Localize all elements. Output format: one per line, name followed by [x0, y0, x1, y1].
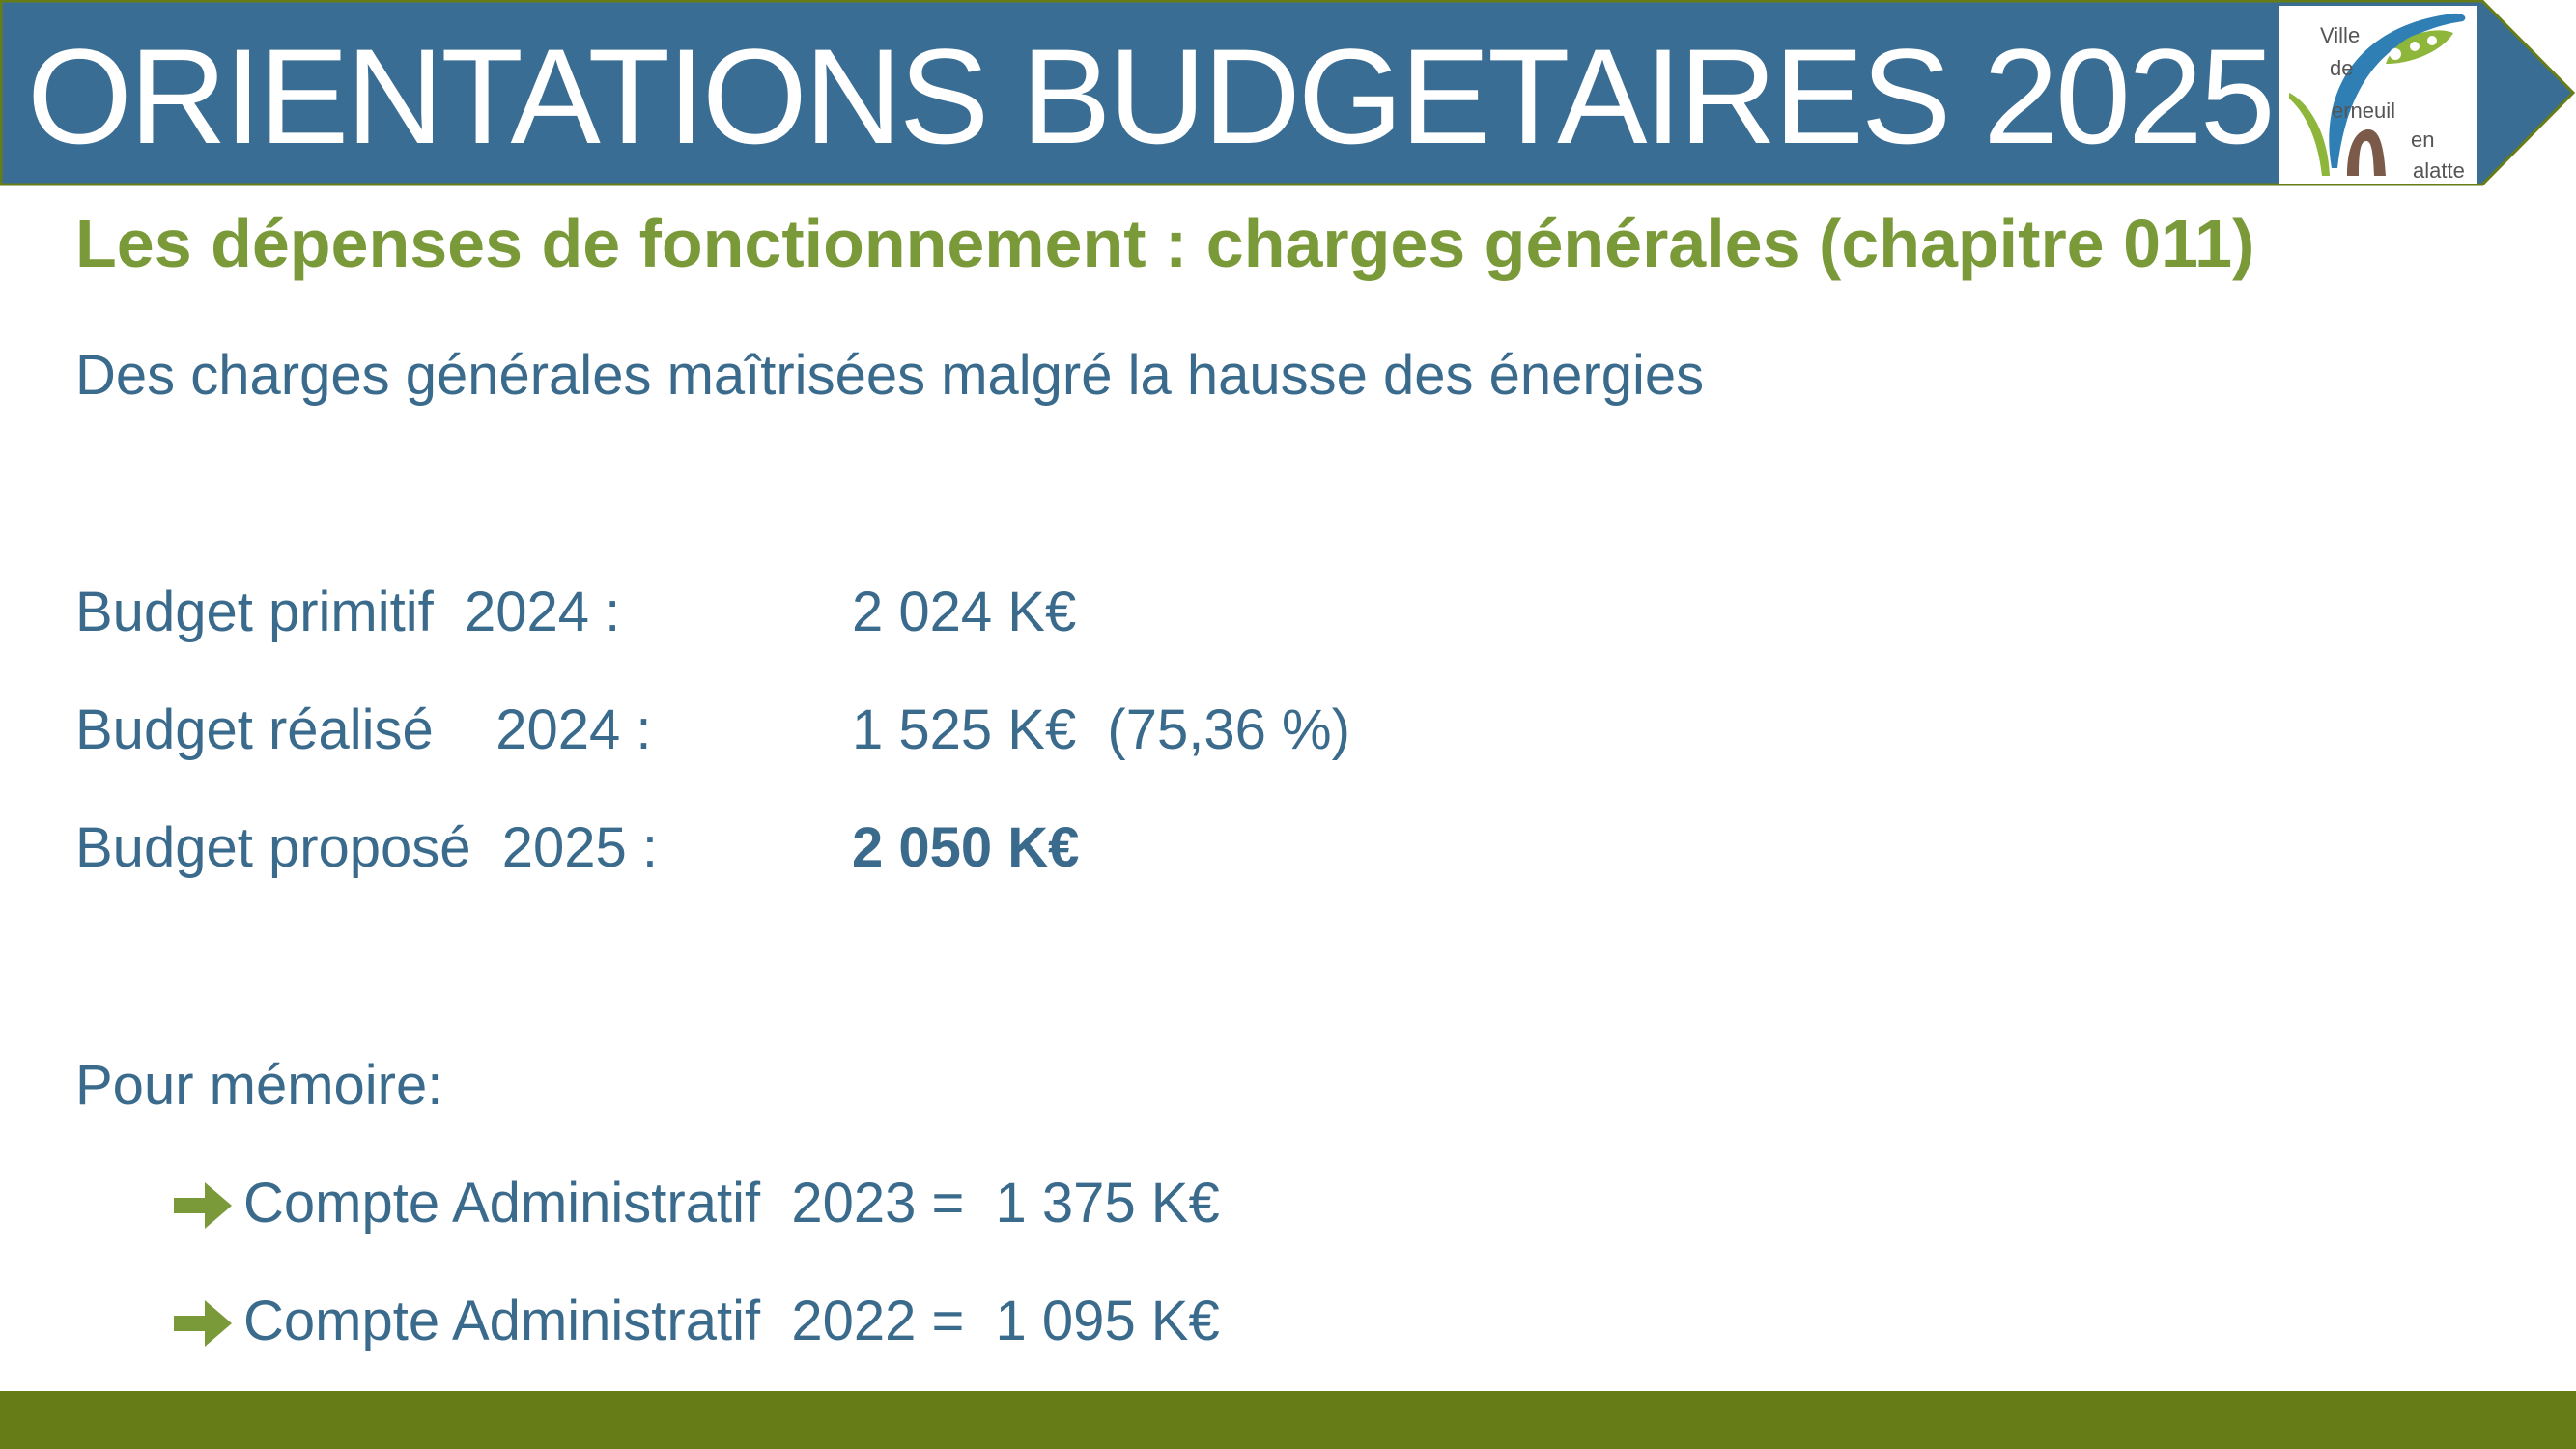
section-subtitle: Les dépenses de fonctionnement : charges… [75, 206, 2255, 281]
arrow-right-icon [174, 1300, 232, 1347]
memo-item-text: Compte Administratif 2022 = 1 095 K€ [243, 1290, 1220, 1352]
title-banner-shape [0, 0, 2576, 186]
budget-row-label: Budget primitif 2024 : [75, 581, 621, 643]
logo-word: alatte [2413, 158, 2465, 183]
city-logo-icon [2289, 13, 2466, 176]
budget-row-value: 2 050 K€ [852, 816, 1080, 879]
footer-bar [0, 1391, 2576, 1449]
city-logo: Ville de erneuil en alatte [2279, 6, 2477, 184]
memo-item: Compte Administratif 2023 = 1 375 K€ [172, 1171, 1220, 1248]
memo-item-text: Compte Administratif 2023 = 1 375 K€ [243, 1172, 1220, 1235]
arrow-right-icon [174, 1182, 232, 1229]
intro-text: Des charges générales maîtrisées malgré … [75, 344, 1705, 407]
logo-word: de [2330, 56, 2354, 80]
budget-row-value: 1 525 K€ (75,36 %) [852, 698, 1350, 761]
title-banner: ORIENTATIONS BUDGETAIRES 2025 Ville de e… [0, 0, 2576, 187]
budget-row-value: 2 024 K€ [852, 581, 1077, 643]
logo-word: erneuil [2332, 99, 2396, 123]
logo-word: Ville [2320, 23, 2361, 47]
budget-row-label: Budget proposé 2025 : [75, 816, 659, 879]
budget-row-label: Budget réalisé 2024 : [75, 698, 652, 761]
memo-item: Compte Administratif 2022 = 1 095 K€ [172, 1289, 1220, 1366]
page-title: ORIENTATIONS BUDGETAIRES 2025 [27, 20, 2276, 172]
memo-title: Pour mémoire: [75, 1054, 443, 1117]
logo-word: en [2411, 128, 2435, 152]
